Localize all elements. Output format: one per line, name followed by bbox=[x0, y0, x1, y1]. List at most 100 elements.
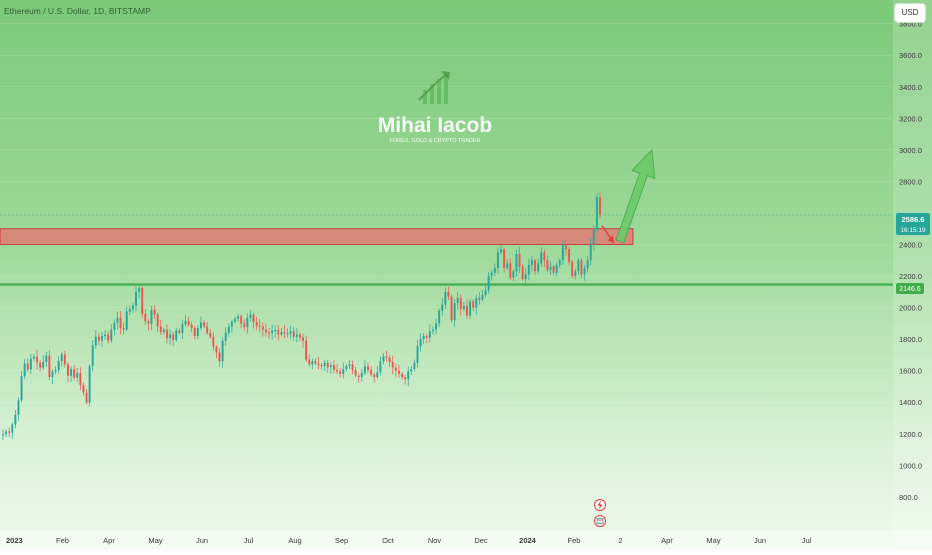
candle-body bbox=[212, 336, 215, 347]
time-axis-panel bbox=[0, 530, 932, 550]
candle-body bbox=[459, 298, 462, 310]
candle-body bbox=[23, 363, 26, 377]
candle-body bbox=[351, 364, 354, 371]
candle-body bbox=[169, 334, 171, 339]
candle-body bbox=[97, 336, 100, 341]
candle-body bbox=[292, 331, 295, 337]
candle-body bbox=[506, 263, 509, 269]
candle-body bbox=[271, 330, 274, 334]
y-tick-label: 800.0 bbox=[899, 493, 918, 502]
candle-body bbox=[438, 310, 441, 324]
candle-body bbox=[45, 355, 48, 363]
candle-body bbox=[599, 197, 601, 216]
candle-body bbox=[295, 334, 298, 337]
candle-body bbox=[521, 266, 524, 280]
x-tick-label: Apr bbox=[103, 536, 115, 545]
symbol-title[interactable]: Ethereum / U.S. Dollar, 1D, BITSTAMP bbox=[4, 6, 151, 16]
candle-body bbox=[8, 431, 11, 433]
candles bbox=[2, 191, 601, 441]
projection-up-arrow[interactable] bbox=[615, 148, 656, 244]
candle-body bbox=[314, 361, 317, 364]
x-tick-label: 2024 bbox=[519, 536, 537, 545]
candle-body bbox=[150, 309, 153, 324]
candle-body bbox=[428, 331, 431, 338]
x-tick-label: Nov bbox=[428, 536, 442, 545]
last-price-tag bbox=[896, 213, 930, 235]
candle-body bbox=[382, 356, 385, 362]
candle-body bbox=[583, 268, 586, 275]
x-tick-label: Jun bbox=[196, 536, 208, 545]
candle-body bbox=[66, 364, 69, 376]
candle-body bbox=[144, 313, 147, 321]
x-tick-label: Jul bbox=[244, 536, 254, 545]
candle-body bbox=[500, 249, 502, 253]
y-tick-label: 1000.0 bbox=[899, 461, 922, 470]
watermark: Mihai Iacob FOREX, GOLD & CRYPTO TRADER bbox=[378, 71, 492, 144]
candle-body bbox=[14, 414, 17, 425]
candle-body bbox=[218, 352, 221, 362]
candle-body bbox=[206, 326, 209, 333]
candle-body bbox=[268, 332, 270, 334]
lightning-icon[interactable] bbox=[594, 499, 606, 511]
resistance-zone[interactable] bbox=[0, 228, 634, 245]
y-tick-label: 1800.0 bbox=[899, 335, 922, 344]
x-tick-label: Sep bbox=[335, 536, 348, 545]
candle-body bbox=[5, 431, 8, 435]
candle-body bbox=[527, 265, 530, 275]
candle-body bbox=[178, 330, 181, 333]
candle-body bbox=[530, 260, 533, 265]
price-axis[interactable]: 800.0 1000.0 1200.0 1400.0 1600.0 1800.0 2000.… bbox=[893, 0, 932, 550]
candle-body bbox=[357, 375, 360, 377]
candle-body bbox=[2, 434, 4, 436]
candle-body bbox=[122, 328, 125, 330]
candle-body bbox=[558, 260, 561, 265]
candle-body bbox=[147, 320, 150, 324]
candle-body bbox=[549, 266, 552, 270]
candle-body bbox=[227, 326, 230, 333]
y-tick-label: 1400.0 bbox=[899, 398, 922, 407]
candle-body bbox=[187, 320, 190, 325]
candle-body bbox=[512, 271, 515, 278]
watermark-tagline: FOREX, GOLD & CRYPTO TRADER bbox=[389, 138, 480, 144]
candle-body bbox=[94, 336, 97, 346]
candle-body bbox=[125, 311, 128, 330]
candle-body bbox=[54, 370, 57, 372]
candle-body bbox=[367, 366, 369, 370]
candle-body bbox=[394, 367, 397, 371]
candle-body bbox=[230, 321, 233, 327]
candle-body bbox=[435, 323, 438, 330]
candle-body bbox=[333, 365, 335, 370]
candle-body bbox=[107, 334, 110, 341]
candle-body bbox=[354, 370, 357, 376]
candle-body bbox=[175, 330, 178, 340]
candle-body bbox=[416, 346, 419, 363]
x-tick-label: Feb bbox=[56, 536, 69, 545]
candle-body bbox=[172, 334, 175, 340]
y-tick-label: 1200.0 bbox=[899, 430, 922, 439]
candle-body bbox=[329, 365, 332, 368]
x-tick-label: Dec bbox=[474, 536, 488, 545]
calendar-icon[interactable] bbox=[594, 515, 606, 527]
candle-body bbox=[193, 328, 196, 336]
candle-body bbox=[215, 346, 218, 353]
pullback-down-arrow[interactable] bbox=[601, 225, 613, 241]
candle-body bbox=[240, 316, 243, 324]
candle-body bbox=[490, 272, 493, 277]
price-axis-panel bbox=[893, 0, 932, 550]
time-axis[interactable]: 2023 Feb Apr May Jun Jul Aug Sep Oct Nov Dec 2024 Fe… bbox=[0, 530, 932, 550]
candle-body bbox=[63, 354, 66, 365]
candle-body bbox=[308, 359, 311, 365]
candle-body bbox=[289, 331, 292, 334]
x-tick-label: Jun bbox=[754, 536, 766, 545]
candle-body bbox=[432, 329, 434, 332]
candle-body bbox=[128, 309, 131, 312]
y-tick-label: 3400.0 bbox=[899, 83, 922, 92]
candle-body bbox=[302, 337, 305, 341]
candle-body bbox=[298, 334, 301, 338]
candle-body bbox=[339, 371, 342, 374]
candle-body bbox=[524, 274, 527, 280]
currency-button[interactable]: USD bbox=[894, 3, 926, 23]
candle-body bbox=[419, 339, 422, 347]
